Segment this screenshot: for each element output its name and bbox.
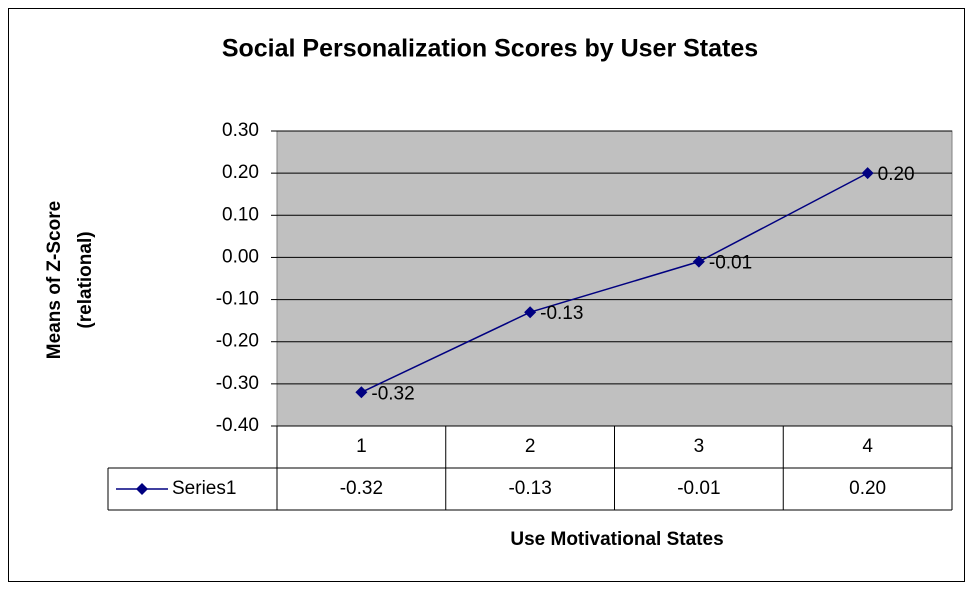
table-value: 0.20 [849, 478, 886, 499]
table-value: -0.01 [677, 478, 720, 499]
y-tick-label: -0.40 [216, 415, 259, 436]
y-tick-label: -0.20 [216, 331, 259, 352]
data-label: -0.32 [371, 383, 414, 404]
data-label: -0.01 [709, 253, 752, 274]
table-value: -0.13 [508, 478, 551, 499]
y-tick-label: -0.30 [216, 373, 259, 394]
y-axis-title: Means of Z-Score [44, 201, 65, 359]
x-tick-label: 4 [862, 436, 873, 457]
x-tick-label: 2 [525, 436, 536, 457]
table-value: -0.32 [340, 478, 383, 499]
legend-label: Series1 [172, 478, 236, 499]
y-tick-label: 0.20 [222, 162, 259, 183]
data-label: 0.20 [878, 164, 915, 185]
data-label: -0.13 [540, 303, 583, 324]
x-tick-label: 1 [356, 436, 367, 457]
chart-title: Social Personalization Scores by User St… [222, 35, 758, 63]
legend-marker [136, 483, 148, 495]
y-tick-label: 0.30 [222, 120, 259, 141]
point-marker [692, 255, 705, 268]
x-tick-label: 3 [694, 436, 705, 457]
y-tick-label: -0.10 [216, 289, 259, 310]
y-tick-label: 0.10 [222, 204, 259, 225]
y-tick-label: 0.00 [222, 246, 259, 267]
x-axis-title: Use Motivational States [510, 529, 723, 550]
point-marker [861, 167, 874, 180]
point-marker [524, 306, 537, 319]
series-line [361, 172, 868, 393]
y-axis-title: (relational) [75, 231, 96, 328]
point-marker [355, 386, 368, 399]
plot-area [276, 130, 953, 427]
